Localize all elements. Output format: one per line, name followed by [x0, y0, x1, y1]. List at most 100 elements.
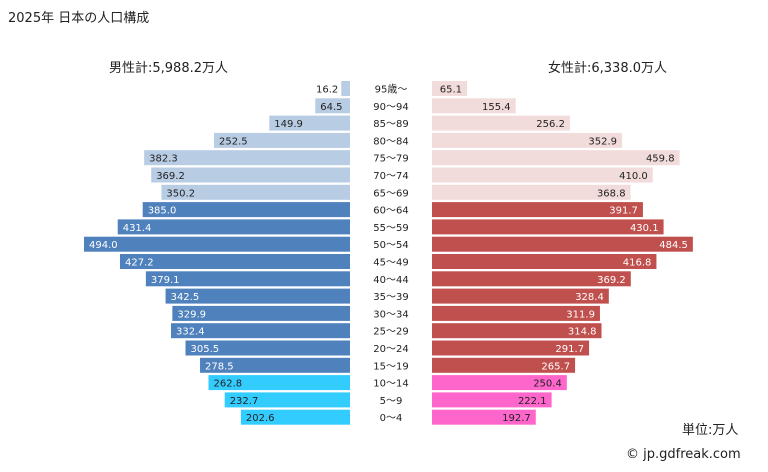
female-bar — [432, 288, 609, 304]
male-bar-label: 305.5 — [191, 344, 220, 355]
male-bar — [151, 167, 350, 183]
female-bar-label: 410.0 — [619, 171, 648, 182]
female-bar-label: 314.8 — [568, 327, 597, 338]
male-bar-label: 427.2 — [125, 258, 154, 269]
female-bar — [432, 115, 570, 131]
male-bar — [84, 236, 350, 252]
female-bar — [432, 323, 602, 339]
male-bar-label: 278.5 — [205, 361, 234, 372]
male-bar — [224, 392, 350, 408]
male-bar — [145, 271, 350, 287]
male-bar — [315, 98, 350, 114]
male-bar-label: 64.5 — [320, 102, 342, 113]
female-series: 65.1 155.4 256.2 352.9 459.8 410.0 368.8 391.7 4… — [432, 81, 693, 425]
male-total-label: 男性計:5,988.2万人 — [109, 60, 228, 76]
age-label: 5～9 — [380, 396, 403, 407]
female-bar — [432, 271, 631, 287]
female-bar-label: 192.7 — [502, 413, 531, 424]
female-bar-label: 222.1 — [518, 396, 547, 407]
female-bar — [432, 236, 693, 252]
female-bar — [432, 254, 657, 269]
age-label: 15～19 — [373, 361, 408, 372]
male-bar-label: 262.8 — [213, 379, 242, 390]
male-bar — [214, 132, 350, 148]
male-bar-label: 16.2 — [316, 85, 338, 96]
female-bar-label: 459.8 — [646, 154, 675, 165]
female-bar — [432, 81, 468, 96]
female-bar — [432, 202, 643, 218]
female-bar-label: 65.1 — [440, 85, 462, 96]
male-bar-label: 382.3 — [149, 154, 178, 165]
male-bar-label: 329.9 — [177, 309, 206, 320]
female-bar — [432, 305, 600, 321]
male-bar-label: 494.0 — [89, 240, 118, 251]
age-label: 35～39 — [373, 292, 408, 303]
age-label: 75～79 — [373, 154, 408, 165]
female-bar-label: 484.5 — [659, 240, 688, 251]
age-label: 60～64 — [373, 206, 408, 217]
male-bar-label: 202.6 — [246, 413, 275, 424]
male-bar — [208, 375, 350, 391]
male-bar — [172, 305, 350, 321]
female-bar-label: 250.4 — [533, 379, 562, 390]
female-bar-label: 265.7 — [541, 361, 570, 372]
female-bar — [432, 167, 653, 183]
male-bar-label: 232.7 — [230, 396, 259, 407]
female-bar-label: 430.1 — [630, 223, 659, 234]
age-label: 80～84 — [373, 136, 408, 147]
unit-label: 単位:万人 — [682, 422, 738, 438]
male-bar — [185, 340, 350, 356]
male-bar-label: 332.4 — [176, 327, 205, 338]
female-bar — [432, 409, 536, 425]
age-label: 25～29 — [373, 327, 408, 338]
credit-label: © jp.gdfreak.com — [626, 447, 741, 462]
female-bar-label: 291.7 — [555, 344, 584, 355]
female-bar-label: 352.9 — [588, 136, 617, 147]
female-bar — [432, 219, 664, 235]
age-label: 10～14 — [373, 379, 408, 390]
male-bar-label: 379.1 — [151, 275, 180, 286]
female-bar — [432, 340, 590, 356]
female-bar-label: 391.7 — [609, 206, 638, 217]
chart-title: 2025年 日本の人口構成 — [8, 11, 149, 26]
male-series: 16.2 64.5 149.9 252.5 382.3 369.2 350.2 385.0 43… — [84, 81, 351, 425]
age-label: 45～49 — [373, 258, 408, 269]
age-label: 85～89 — [373, 119, 408, 130]
male-bar — [341, 81, 350, 96]
female-bar-label: 311.9 — [566, 309, 595, 320]
female-total-label: 女性計:6,338.0万人 — [548, 60, 667, 76]
age-label: 30～34 — [373, 309, 408, 320]
male-bar — [200, 357, 350, 373]
male-bar — [269, 115, 350, 131]
age-label: 50～54 — [373, 240, 408, 251]
male-bar — [119, 254, 350, 269]
age-label: 90～94 — [373, 102, 408, 113]
female-bar — [432, 357, 576, 373]
female-bar-label: 416.8 — [623, 258, 652, 269]
age-label: 70～74 — [373, 171, 408, 182]
male-bar-label: 350.2 — [166, 188, 195, 199]
male-bar — [171, 323, 350, 339]
female-bar-label: 369.2 — [597, 275, 626, 286]
male-bar — [142, 202, 350, 218]
age-label: 40～44 — [373, 275, 408, 286]
male-bar — [161, 184, 350, 200]
age-label: 55～59 — [373, 223, 408, 234]
male-bar — [117, 219, 351, 235]
female-bar — [432, 132, 623, 148]
male-bar — [144, 150, 350, 166]
female-bar — [432, 375, 567, 391]
female-bar-label: 368.8 — [597, 188, 626, 199]
female-bar — [432, 98, 516, 114]
female-bar — [432, 150, 680, 166]
age-label: 0～4 — [380, 413, 403, 424]
male-bar-label: 431.4 — [123, 223, 152, 234]
female-bar-label: 328.4 — [575, 292, 604, 303]
female-bar-label: 155.4 — [482, 102, 511, 113]
male-bar-label: 252.5 — [219, 136, 248, 147]
female-bar — [432, 184, 631, 200]
age-label: 20～24 — [373, 344, 408, 355]
male-bar-label: 342.5 — [171, 292, 200, 303]
male-bar — [165, 288, 350, 304]
